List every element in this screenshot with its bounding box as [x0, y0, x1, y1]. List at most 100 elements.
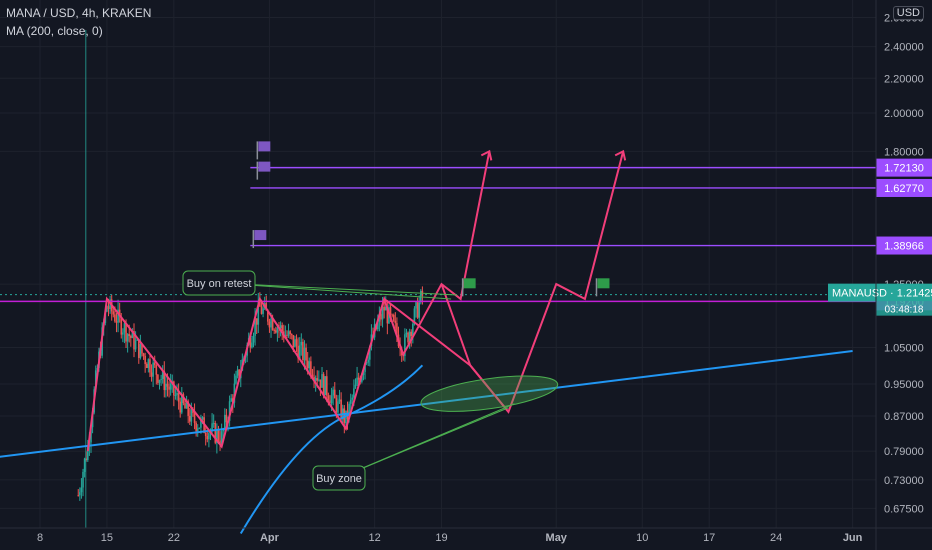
candle: [228, 395, 231, 427]
x-tick-label: 19: [435, 532, 447, 544]
candle: [188, 407, 191, 425]
flag-icon: [252, 230, 267, 249]
candle: [133, 323, 135, 358]
drawings: Buy on retest Buy zone: [0, 30, 876, 535]
candle: [157, 374, 159, 385]
candle: [321, 367, 323, 388]
buy-on-retest-callout: Buy on retest: [182, 270, 458, 300]
candle: [177, 383, 180, 410]
current-countdown: 03:48:18: [885, 305, 924, 316]
x-tick-label: 10: [636, 532, 648, 544]
candle: [295, 334, 298, 352]
candle: [139, 334, 142, 360]
x-tick-label: Apr: [260, 532, 280, 544]
candle: [357, 372, 360, 384]
candle: [354, 378, 357, 389]
candle: [126, 333, 129, 353]
buy-zone-callout: Buy zone: [312, 403, 515, 491]
symbol-title[interactable]: MANA / USD, 4h, KRAKEN: [6, 6, 152, 20]
y-tick-label: 2.00000: [884, 108, 924, 120]
candle: [319, 379, 322, 396]
ma200-line: [239, 364, 424, 535]
candle: [168, 381, 170, 398]
y-axis[interactable]: 2.600002.400002.200002.000001.800001.250…: [828, 0, 932, 550]
candle: [343, 405, 346, 434]
candle: [163, 361, 166, 398]
x-tick-label: 15: [101, 532, 113, 544]
candle: [298, 337, 301, 360]
support-trendline: [0, 350, 853, 458]
y-tick-label: 0.73000: [884, 475, 924, 487]
candle: [181, 387, 183, 415]
candle: [235, 370, 237, 385]
candle: [318, 370, 320, 382]
y-tick-label: 1.05000: [884, 343, 924, 355]
y-tick-label: 1.80000: [884, 146, 924, 158]
candle: [115, 313, 118, 333]
candle: [294, 335, 296, 348]
current-price-label: MANAUSD · 1.21425 03:48:18: [828, 283, 932, 316]
candle: [77, 489, 80, 497]
currency-button[interactable]: USD: [892, 6, 924, 20]
candle: [356, 366, 358, 387]
candle: [82, 468, 84, 497]
indicator-legend[interactable]: MA (200, close, 0): [6, 24, 103, 38]
x-tick-label: 8: [37, 532, 43, 544]
candle: [130, 334, 132, 347]
candle: [332, 386, 334, 406]
candle: [297, 337, 299, 363]
candle: [418, 295, 421, 323]
x-tick-label: 17: [703, 532, 715, 544]
candles: [77, 286, 424, 501]
candle: [404, 328, 406, 362]
candle: [155, 364, 158, 385]
candle: [142, 352, 145, 360]
candle: [161, 365, 164, 384]
candle: [195, 421, 197, 437]
candle: [144, 352, 146, 373]
x-tick-label: 24: [770, 532, 782, 544]
x-tick-label: Jun: [843, 532, 863, 544]
x-tick-label: 12: [368, 532, 380, 544]
x-tick-label: May: [546, 532, 568, 544]
candle: [262, 304, 264, 318]
candle: [219, 430, 221, 451]
candle: [200, 414, 202, 434]
candle: [326, 370, 328, 403]
candle: [255, 318, 258, 334]
price-label-text: 1.62770: [884, 183, 924, 195]
candle: [300, 333, 303, 356]
y-tick-label: 2.40000: [884, 42, 924, 54]
candle: [287, 323, 290, 338]
candle: [268, 318, 271, 333]
buy-on-retest-callout-text: Buy on retest: [187, 278, 252, 290]
candle: [158, 379, 161, 390]
candle: [236, 365, 239, 379]
candle: [273, 328, 276, 334]
arrowhead-2: [614, 149, 627, 161]
pattern-path-drop: [383, 298, 510, 413]
candle: [365, 361, 368, 366]
candle: [117, 299, 119, 333]
y-tick-label: 0.79000: [884, 446, 924, 458]
flag-icon: [461, 278, 476, 297]
flag-icon: [256, 141, 271, 160]
candle: [110, 294, 113, 321]
candle: [193, 403, 196, 430]
grid: [0, 0, 876, 528]
candle: [251, 335, 253, 349]
price-label-target-2: 1.72130: [876, 158, 932, 177]
candle: [147, 358, 150, 373]
candle: [408, 328, 411, 349]
pattern-path-projection: [440, 151, 625, 414]
x-axis: 8 15 22 Apr 12 19 May 10 17 24 Jun: [0, 527, 932, 544]
candle: [83, 457, 86, 478]
candle: [118, 302, 121, 323]
price-label-target-0: 1.38966: [876, 236, 932, 255]
candle: [212, 414, 215, 428]
candle: [302, 338, 304, 365]
arrowhead-1: [480, 149, 493, 161]
buy-zone-callout-text: Buy zone: [316, 473, 362, 485]
